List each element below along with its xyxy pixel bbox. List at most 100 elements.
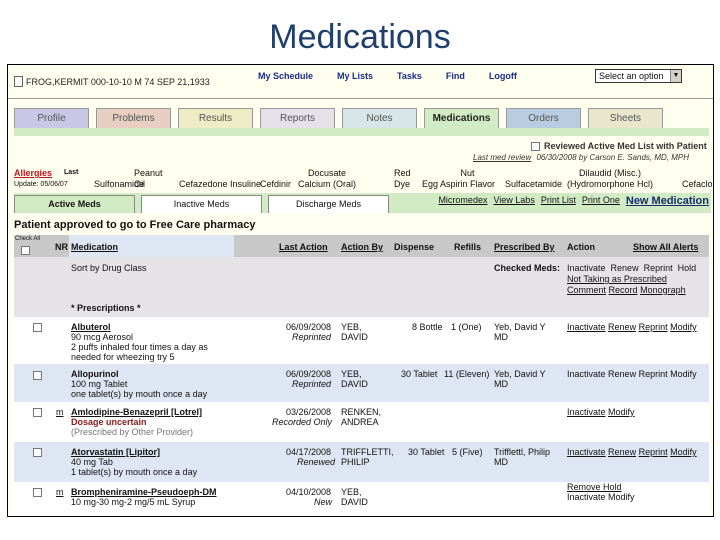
med-name-link[interactable]: Albuterol [71, 322, 111, 332]
table-row: m Amlodipine-Benazepril [Lotrel] Dosage … [14, 402, 709, 442]
allergy-item: Red Dye [394, 168, 411, 189]
med-sig: one tablet(s) by mouth once a day [71, 389, 208, 399]
show-all-alerts-link[interactable]: Show All Alerts [633, 242, 699, 252]
renew-link[interactable]: Renew [608, 322, 637, 332]
action-by: TRIFFLETTI, [341, 447, 394, 457]
allergy-item: Sulfonamide [94, 179, 145, 189]
refills: 11 (Eleven) [444, 369, 490, 379]
tab-orders[interactable]: Orders [506, 108, 581, 128]
dispense: 30 Tablet [401, 369, 438, 379]
tab-discharge-meds[interactable]: Discharge Meds [268, 195, 389, 213]
tab-problems[interactable]: Problems [96, 108, 171, 128]
checked-inactivate[interactable]: Inactivate [567, 263, 606, 273]
med-name-link[interactable]: Atorvastatin [Lipitor] [71, 447, 160, 457]
row-checkbox[interactable] [33, 323, 42, 332]
modify-link[interactable]: Modify [608, 492, 635, 502]
med-strength: 100 mg Tablet [71, 379, 128, 389]
reviewed-checkbox[interactable] [531, 141, 540, 151]
row-checkbox[interactable] [33, 448, 42, 457]
med-name-link[interactable]: Amlodipine-Benazepril [Lotrel] [71, 407, 203, 417]
micromedex-link[interactable]: Micromedex [438, 195, 488, 205]
renew-link[interactable]: Renew [608, 369, 637, 379]
tab-results[interactable]: Results [178, 108, 253, 128]
comment-link[interactable]: Comment [567, 285, 607, 295]
tab-inactive-meds[interactable]: Inactive Meds [141, 195, 262, 213]
monograph-link[interactable]: Monograph [640, 285, 686, 295]
prescribed-by: Yeb, David Y [494, 369, 546, 379]
prescribed-by-header[interactable]: Prescribed By [494, 242, 555, 252]
reprint-link[interactable]: Reprint [638, 369, 668, 379]
modify-link[interactable]: Modify [670, 447, 697, 457]
chevron-down-icon[interactable]: ▼ [670, 70, 681, 82]
tab-medications[interactable]: Medications [424, 108, 499, 128]
inactivate-link[interactable]: Inactivate [567, 447, 606, 457]
checked-renew[interactable]: Renew [610, 263, 639, 273]
main-tabs: Profile Problems Results Reports Notes M… [14, 108, 663, 128]
not-taking-link[interactable]: Not Taking as Prescribed [567, 274, 667, 284]
nav-my-lists[interactable]: My Lists [337, 71, 374, 81]
select-value: Select an option [599, 71, 664, 81]
medication-header-bg [69, 235, 234, 257]
checked-meds-label: Checked Meds: [494, 263, 561, 273]
last-action-header[interactable]: Last Action [279, 242, 328, 252]
renew-link[interactable]: Renew [608, 447, 637, 457]
action-by-header[interactable]: Action By [341, 242, 384, 252]
inactivate-link[interactable]: Inactivate [567, 407, 606, 417]
allergy-item: Cefaclor [682, 179, 714, 189]
nav-tasks[interactable]: Tasks [397, 71, 422, 81]
slide-title: Medications [269, 18, 451, 56]
med-name-link[interactable]: Brompheniramine-Pseudoeph-DM [71, 487, 217, 497]
row-checkbox[interactable] [33, 371, 42, 380]
check-all-label: Check All [15, 236, 41, 242]
sort-row: Sort by Drug Class * Prescriptions * Che… [14, 257, 709, 317]
allergy-item: Docusate Calcium (Oral) [298, 168, 357, 189]
row-checkbox[interactable] [33, 408, 42, 417]
last-action-date: 06/09/2008 [286, 322, 332, 332]
reprint-link[interactable]: Reprint [638, 447, 668, 457]
tab-sheets[interactable]: Sheets [588, 108, 663, 128]
last-review-link[interactable]: Last med review [473, 153, 532, 162]
nav-find[interactable]: Find [445, 71, 465, 81]
sort-by-drug-class[interactable]: Sort by Drug Class [71, 263, 147, 273]
tab-underline [14, 128, 709, 136]
new-medication-link[interactable]: New Medication [625, 195, 709, 207]
modify-link[interactable]: Modify [670, 369, 697, 379]
nav-my-schedule[interactable]: My Schedule [258, 71, 314, 81]
nr-marker: m [56, 407, 64, 417]
last-review: Last med review 06/30/2008 by Carson E. … [473, 153, 689, 162]
med-name-link[interactable]: Allopurinol [71, 369, 119, 379]
checked-actions-row3: Comment Record Monograph [567, 285, 686, 295]
medication-header[interactable]: Medication [71, 242, 119, 252]
modify-link[interactable]: Modify [670, 322, 697, 332]
med-note: (Prescribed by Other Provider) [71, 427, 194, 437]
check-all-checkbox[interactable] [21, 246, 30, 255]
row-actions: Inactivate Renew Reprint Modify [567, 322, 697, 332]
inactivate-link[interactable]: Inactivate [567, 369, 606, 379]
tab-notes[interactable]: Notes [342, 108, 417, 128]
option-select[interactable]: Select an option ▼ [595, 69, 682, 83]
refills: 1 (One) [451, 322, 482, 332]
print-list-link[interactable]: Print List [540, 195, 576, 205]
action-by-2: DAVID [341, 332, 368, 342]
table-header: Check All NR Medication Last Action Acti… [14, 235, 709, 257]
allergies-link[interactable]: Allergies [14, 168, 53, 178]
reprint-link[interactable]: Reprint [638, 322, 668, 332]
nav-logoff[interactable]: Logoff [488, 71, 517, 81]
action-by-2: PHILIP [341, 457, 370, 467]
record-link[interactable]: Record [608, 285, 638, 295]
tab-profile[interactable]: Profile [14, 108, 89, 128]
row-checkbox[interactable] [33, 488, 42, 497]
inactivate-link[interactable]: Inactivate [567, 322, 606, 332]
tab-active-meds[interactable]: Active Meds [14, 195, 135, 213]
row-actions: Inactivate Modify [567, 492, 635, 502]
modify-link[interactable]: Modify [608, 407, 635, 417]
checked-hold[interactable]: Hold [677, 263, 697, 273]
print-one-link[interactable]: Print One [581, 195, 620, 205]
inactivate-link[interactable]: Inactivate [567, 492, 606, 502]
remove-hold-link[interactable]: Remove Hold [567, 482, 622, 492]
checked-reprint[interactable]: Reprint [643, 263, 673, 273]
med-strength: 10 mg-30 mg-2 mg/5 mL Syrup [71, 497, 196, 507]
view-labs-link[interactable]: View Labs [493, 195, 535, 205]
tab-reports[interactable]: Reports [260, 108, 335, 128]
allergy-item: Nut Aspirin Flavor [440, 168, 496, 189]
